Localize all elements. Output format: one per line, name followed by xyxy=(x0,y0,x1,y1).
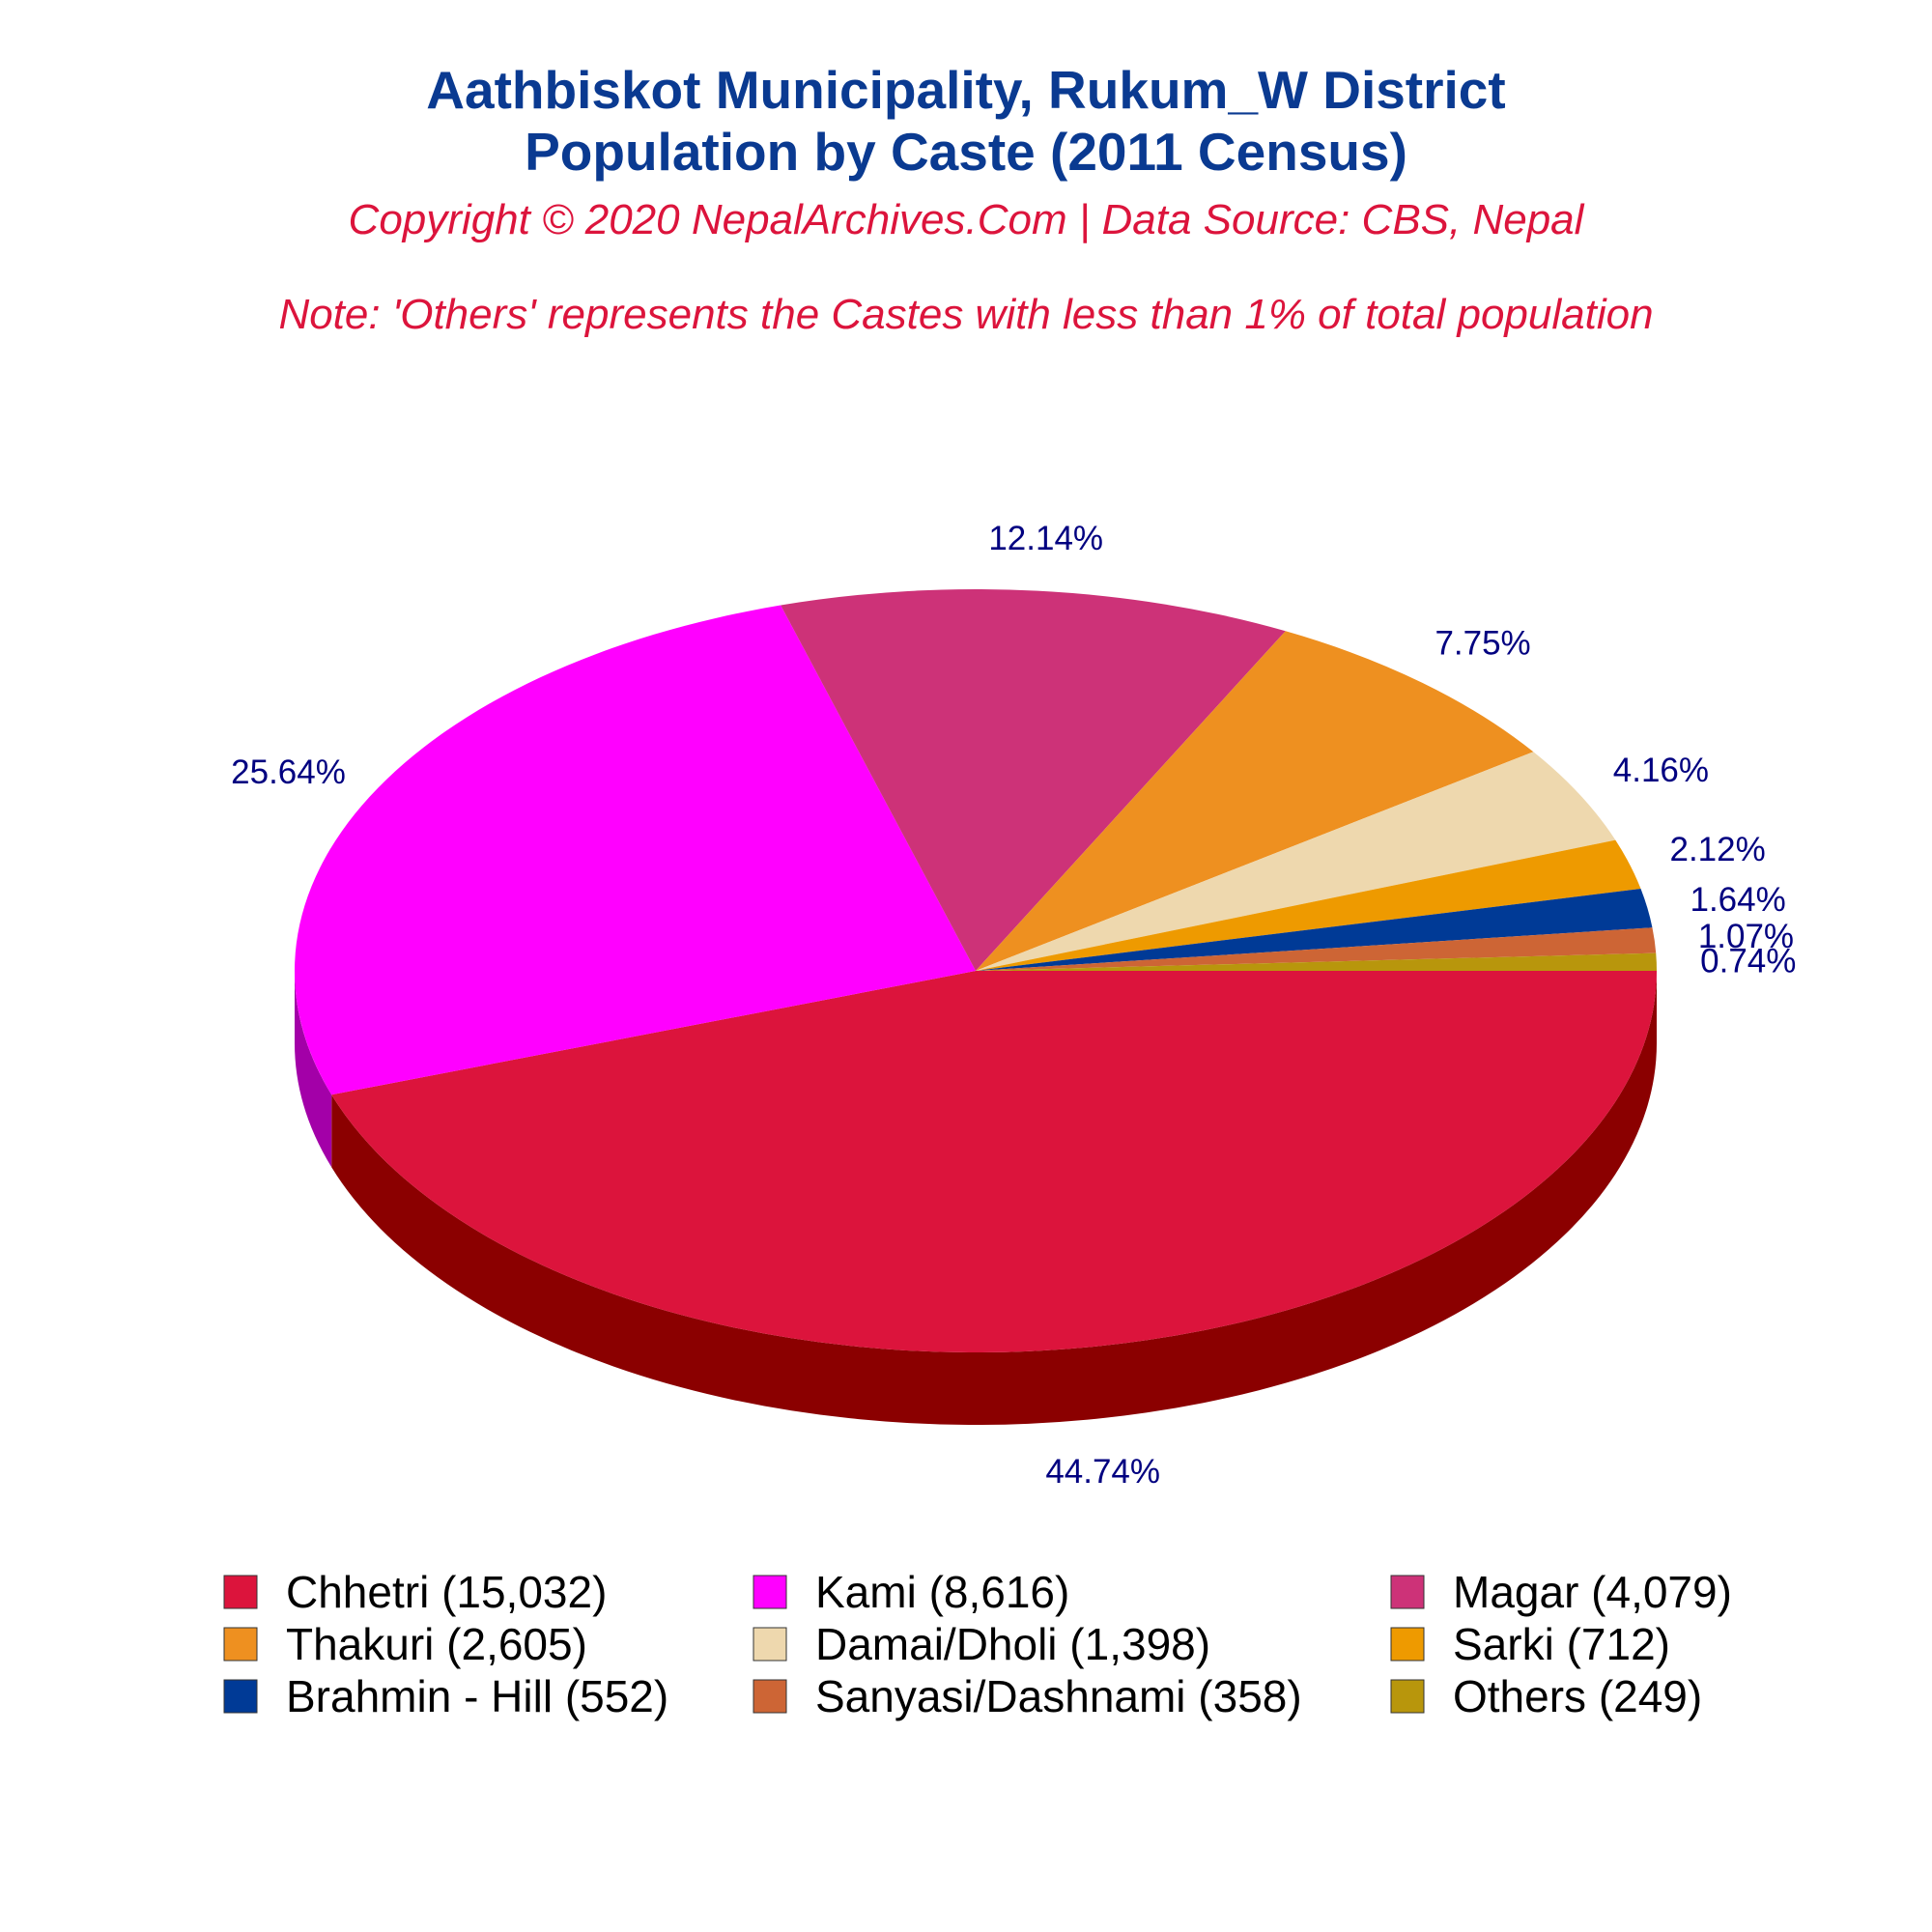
legend-label: Sanyasi/Dashnami (358) xyxy=(815,1671,1302,1721)
legend-swatch xyxy=(753,1679,787,1714)
pie-labels: 44.74% 25.64% 12.14% 7.75% 4.16% 2.12% 1.64%1.… xyxy=(231,520,1796,1491)
legend-item-magar: Magar (4,079) xyxy=(1390,1567,1732,1617)
pie-sides xyxy=(295,971,1658,1425)
pie-label-magar: 12.14% xyxy=(988,520,1103,557)
pie-side-chhetri xyxy=(331,971,1658,1425)
legend-swatch xyxy=(1390,1627,1425,1662)
legend-swatch xyxy=(223,1575,258,1609)
pie-slice-sanyasi-dashnami xyxy=(976,927,1657,971)
pie-label-sarki: 2.12% xyxy=(1669,831,1765,868)
chart-note: Note: 'Others' represents the Castes wit… xyxy=(278,291,1653,338)
legend-swatch xyxy=(753,1627,787,1662)
pie-label-brahmin-hill: 1.64% xyxy=(1690,881,1785,919)
pie-label-damai-dholi: 4.16% xyxy=(1613,752,1709,789)
legend-item-thakuri: Thakuri (2,605) xyxy=(223,1619,587,1669)
legend-label: Thakuri (2,605) xyxy=(286,1619,587,1669)
chart-title: Aathbiskot Municipality, Rukum_W Distric… xyxy=(426,60,1505,120)
pie-slice-thakuri xyxy=(976,631,1534,971)
legend-label: Kami (8,616) xyxy=(815,1567,1069,1617)
pie-slice-damai-dholi xyxy=(976,752,1616,971)
legend-swatch xyxy=(223,1679,258,1714)
pie-slice-others xyxy=(976,952,1657,971)
pie-side-kami xyxy=(295,971,332,1168)
pie-label-kami: 25.64% xyxy=(231,753,346,791)
legend-label: Chhetri (15,032) xyxy=(286,1567,607,1617)
pie-slice-sarki xyxy=(976,839,1641,971)
legend-item-kami: Kami (8,616) xyxy=(753,1567,1069,1617)
pie-slice-magar xyxy=(781,589,1286,971)
legend-item-sarki: Sarki (712) xyxy=(1390,1619,1670,1669)
legend-label: Brahmin - Hill (552) xyxy=(286,1671,668,1721)
pie-label-thakuri: 7.75% xyxy=(1435,624,1530,662)
legend-label: Magar (4,079) xyxy=(1453,1567,1732,1617)
legend-swatch xyxy=(1390,1679,1425,1714)
legend-label: Damai/Dholi (1,398) xyxy=(815,1619,1210,1669)
pie-slice-brahmin-hill xyxy=(976,889,1653,971)
legend: Chhetri (15,032) Kami (8,616) Magar (4,079… xyxy=(223,1567,1732,1721)
pie-top xyxy=(294,589,1658,1352)
legend-swatch xyxy=(223,1627,258,1662)
pie-slice-chhetri xyxy=(331,971,1658,1352)
legend-swatch xyxy=(1390,1575,1425,1609)
legend-label: Sarki (712) xyxy=(1453,1619,1670,1669)
pie-label-others: 0.74% xyxy=(1700,943,1796,980)
legend-label: Others (249) xyxy=(1453,1671,1702,1721)
legend-item-damai-dholi: Damai/Dholi (1,398) xyxy=(753,1619,1210,1669)
pie-label-sanyasi-dashnami: 1.07% xyxy=(1698,918,1794,955)
chart-subtitle: Copyright © 2020 NepalArchives.Com | Dat… xyxy=(349,196,1585,243)
pie-label-chhetri: 44.74% xyxy=(1045,1453,1160,1491)
chart-title-line2: Population by Caste (2011 Census) xyxy=(525,122,1407,182)
legend-item-brahmin-hill: Brahmin - Hill (552) xyxy=(223,1671,668,1721)
legend-item-sanyasi-dashnami: Sanyasi/Dashnami (358) xyxy=(753,1671,1302,1721)
legend-swatch xyxy=(753,1575,787,1609)
legend-item-chhetri: Chhetri (15,032) xyxy=(223,1567,607,1617)
pie-slice-kami xyxy=(294,605,976,1095)
legend-item-others: Others (249) xyxy=(1390,1671,1702,1721)
